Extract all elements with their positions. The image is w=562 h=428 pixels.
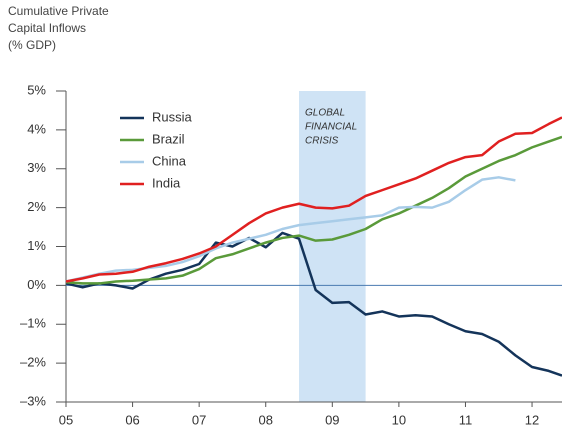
y-tick-label: –3% <box>20 393 46 408</box>
annotation: GLOBAL <box>305 108 345 119</box>
x-tick-label: 12 <box>525 412 539 427</box>
y-tick-label: –1% <box>20 316 46 331</box>
x-tick-label: 08 <box>258 412 272 427</box>
legend-label: China <box>152 153 187 168</box>
series-line <box>65 176 516 283</box>
series-line <box>65 135 562 285</box>
x-tick-label: 05 <box>59 412 73 427</box>
y-axis-label: Cumulative Private <box>8 4 109 18</box>
x-tick-label: 09 <box>325 412 339 427</box>
y-tick-label: 3% <box>27 160 46 175</box>
legend-label: Russia <box>152 109 193 124</box>
annotation: FINANCIAL <box>305 122 357 133</box>
y-axis-label: Capital Inflows <box>8 21 86 35</box>
annotation: CRISIS <box>305 136 339 147</box>
y-tick-label: 1% <box>27 238 46 253</box>
y-tick-label: 2% <box>27 199 46 214</box>
series-line <box>65 116 562 283</box>
legend-label: Brazil <box>152 131 185 146</box>
x-tick-label: 06 <box>125 412 139 427</box>
x-tick-label: 11 <box>459 412 473 427</box>
y-tick-label: 5% <box>27 82 46 97</box>
crisis-band <box>299 91 366 402</box>
x-tick-label: 10 <box>392 412 406 427</box>
y-tick-label: –2% <box>20 355 46 370</box>
y-axis-label: (% GDP) <box>8 38 56 52</box>
y-tick-label: 4% <box>27 121 46 136</box>
legend-label: India <box>152 175 181 190</box>
x-tick-label: 07 <box>192 412 206 427</box>
y-tick-label: 0% <box>27 277 46 292</box>
